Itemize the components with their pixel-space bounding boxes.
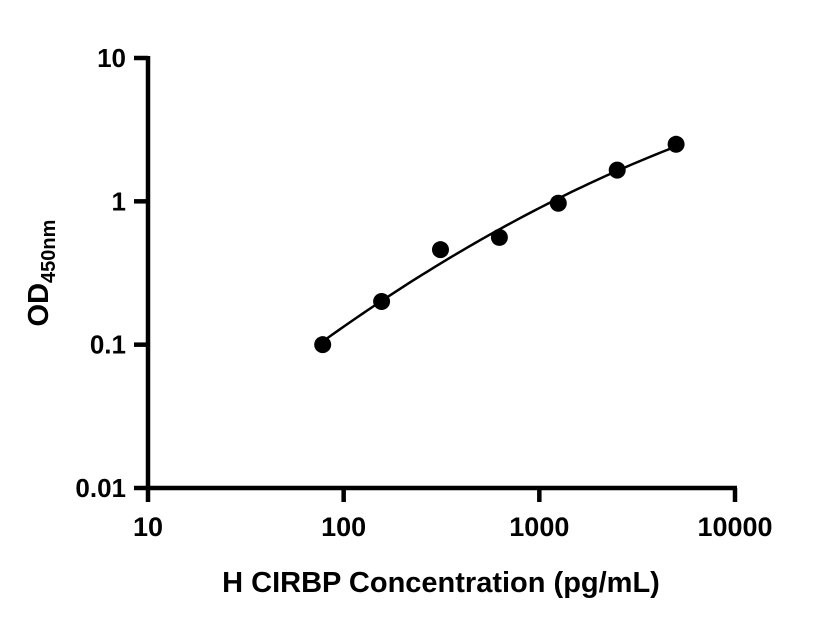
x-axis-title: H CIRBP Concentration (pg/mL) [222, 567, 660, 599]
data-point [314, 336, 332, 354]
y-tick-label: 0.01 [75, 473, 126, 503]
data-point [549, 194, 567, 212]
x-tick-label: 1000 [509, 512, 569, 542]
y-tick-label: 0.1 [90, 330, 126, 360]
y-axis-title-main: OD [23, 283, 55, 327]
data-point [373, 293, 391, 311]
y-axis-title-subscript: 450nm [38, 220, 60, 283]
x-tick-label: 100 [321, 512, 366, 542]
data-point [490, 228, 508, 246]
x-tick-label: 10 [133, 512, 163, 542]
axis-tick-labels: 10 100 1000 10000 0.01 0.1 1 10 [75, 43, 772, 542]
data-point [431, 241, 449, 259]
y-tick-label: 1 [112, 186, 126, 216]
data-point [608, 161, 626, 179]
x-tick-label: 10000 [697, 512, 772, 542]
data-points-group [314, 135, 685, 354]
axis-ticks [134, 55, 738, 502]
data-point [667, 135, 685, 153]
y-tick-label: 10 [97, 43, 126, 73]
y-axis-title: OD450nm [23, 220, 60, 327]
